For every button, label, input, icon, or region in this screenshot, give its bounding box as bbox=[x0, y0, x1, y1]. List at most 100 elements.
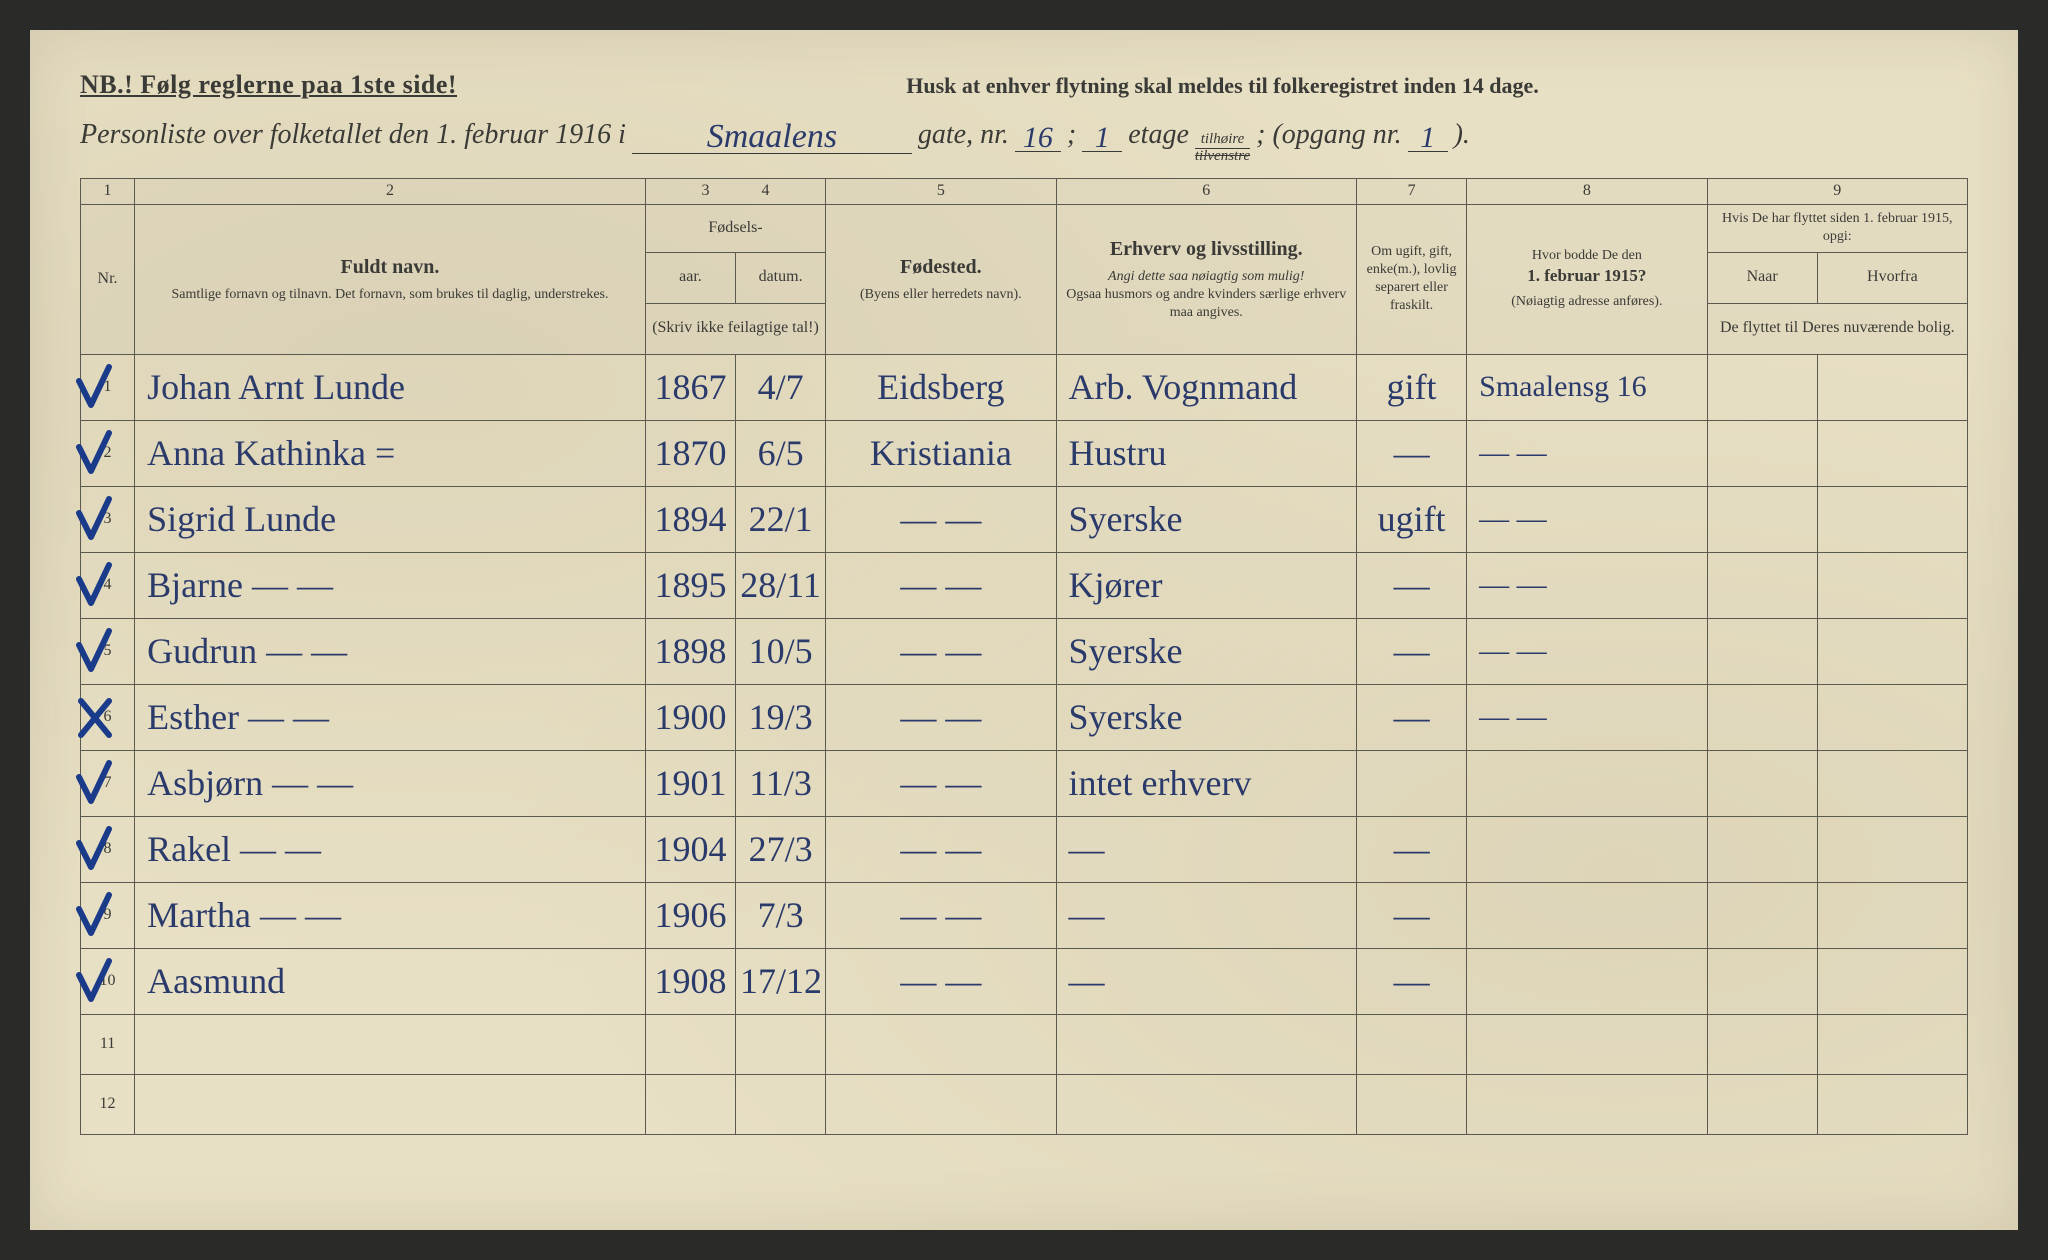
cell-address: — — bbox=[1467, 420, 1707, 486]
head-moved: Hvis De har flyttet siden 1. februar 191… bbox=[1707, 204, 1967, 252]
cell-when bbox=[1707, 684, 1817, 750]
cell-date: 6/5 bbox=[736, 420, 826, 486]
cell-birthplace: — — bbox=[826, 618, 1056, 684]
table-row: 9Martha — —19067/3— ——— bbox=[81, 882, 1968, 948]
cell-date: 11/3 bbox=[736, 750, 826, 816]
cell-from bbox=[1817, 1014, 1967, 1074]
cell-birthplace: — — bbox=[826, 948, 1056, 1014]
head-year-note: (Skriv ikke feilagtige tal!) bbox=[645, 303, 825, 354]
cell-address: Smaalensg 16 bbox=[1467, 354, 1707, 420]
checkmark-icon bbox=[75, 825, 115, 875]
side-label: tilhøire tilvenstre bbox=[1195, 132, 1250, 164]
checkmark-icon bbox=[75, 363, 115, 413]
cell-when bbox=[1707, 618, 1817, 684]
table-body: 1Johan Arnt Lunde18674/7EidsbergArb. Vog… bbox=[81, 354, 1968, 1134]
opgang-label: ; (opgang nr. bbox=[1256, 119, 1401, 151]
head-name: Fuldt navn. Samtlige fornavn og tilnavn.… bbox=[135, 204, 646, 354]
cell-nr: 7 bbox=[81, 750, 135, 816]
cell-occupation: Hustru bbox=[1056, 420, 1356, 486]
cell-from bbox=[1817, 618, 1967, 684]
checkmark-icon bbox=[75, 495, 115, 545]
cell-when bbox=[1707, 750, 1817, 816]
cell-nr: 2 bbox=[81, 420, 135, 486]
cell-marital: gift bbox=[1356, 354, 1466, 420]
colnum-5: 5 bbox=[826, 179, 1056, 205]
table-row: 12 bbox=[81, 1074, 1968, 1134]
cell-date: 10/5 bbox=[736, 618, 826, 684]
cell-occupation: intet erhverv bbox=[1056, 750, 1356, 816]
cell-name: Gudrun — — bbox=[135, 618, 646, 684]
cell-birthplace: — — bbox=[826, 816, 1056, 882]
cell-date bbox=[736, 1014, 826, 1074]
checkmark-icon bbox=[75, 627, 115, 677]
checkmark-icon bbox=[75, 957, 115, 1007]
cell-marital bbox=[1356, 1074, 1466, 1134]
checkmark-icon bbox=[75, 429, 115, 479]
cell-birthplace: — — bbox=[826, 750, 1056, 816]
head-marital: Om ugift, gift, enke(m.), lovlig separer… bbox=[1356, 204, 1466, 354]
cell-from bbox=[1817, 420, 1967, 486]
head-year: aar. bbox=[645, 252, 735, 303]
cell-when bbox=[1707, 816, 1817, 882]
checkmark-icon bbox=[75, 561, 115, 611]
cell-name: Aasmund bbox=[135, 948, 646, 1014]
cell-year: 1867 bbox=[645, 354, 735, 420]
nb-warning: NB.! Følg reglerne paa 1ste side! bbox=[80, 70, 457, 100]
header-line-1: NB.! Følg reglerne paa 1ste side! Husk a… bbox=[80, 70, 1968, 100]
cell-nr: 8 bbox=[81, 816, 135, 882]
cell-nr: 9 bbox=[81, 882, 135, 948]
main-header-row: Nr. Fuldt navn. Samtlige fornavn og tiln… bbox=[81, 204, 1968, 252]
cell-occupation: Syerske bbox=[1056, 684, 1356, 750]
cell-marital bbox=[1356, 1014, 1466, 1074]
head-birthplace: Fødested. (Byens eller herredets navn). bbox=[826, 204, 1056, 354]
cell-marital: ugift bbox=[1356, 486, 1466, 552]
cell-name: Rakel — — bbox=[135, 816, 646, 882]
cell-when bbox=[1707, 1014, 1817, 1074]
column-number-row: 1 2 3 4 5 6 7 8 9 bbox=[81, 179, 1968, 205]
cell-when bbox=[1707, 948, 1817, 1014]
cell-address: — — bbox=[1467, 618, 1707, 684]
cell-marital: — bbox=[1356, 684, 1466, 750]
cell-year: 1906 bbox=[645, 882, 735, 948]
head-date: datum. bbox=[736, 252, 826, 303]
cell-marital: — bbox=[1356, 552, 1466, 618]
cell-date: 19/3 bbox=[736, 684, 826, 750]
header-line-2: Personliste over folketallet den 1. febr… bbox=[80, 118, 1968, 164]
checkmark-icon bbox=[75, 693, 115, 743]
cell-occupation: — bbox=[1056, 816, 1356, 882]
cell-address bbox=[1467, 1014, 1707, 1074]
cell-marital bbox=[1356, 750, 1466, 816]
table-row: 3Sigrid Lunde189422/1— —Syerskeugift— — bbox=[81, 486, 1968, 552]
cell-from bbox=[1817, 882, 1967, 948]
cell-year: 1900 bbox=[645, 684, 735, 750]
checkmark-icon bbox=[75, 759, 115, 809]
cell-name bbox=[135, 1014, 646, 1074]
head-from: Hvorfra bbox=[1817, 252, 1967, 303]
colnum-8: 8 bbox=[1467, 179, 1707, 205]
cell-nr: 3 bbox=[81, 486, 135, 552]
cell-name: Martha — — bbox=[135, 882, 646, 948]
cell-occupation: Arb. Vognmand bbox=[1056, 354, 1356, 420]
cell-from bbox=[1817, 750, 1967, 816]
cell-name: Esther — — bbox=[135, 684, 646, 750]
cell-nr: 6 bbox=[81, 684, 135, 750]
cell-occupation: Kjører bbox=[1056, 552, 1356, 618]
cell-when bbox=[1707, 1074, 1817, 1134]
colnum-3-4: 3 4 bbox=[645, 179, 825, 205]
cell-birthplace: Kristiania bbox=[826, 420, 1056, 486]
head-moved-note: De flyttet til Deres nuværende bolig. bbox=[1707, 303, 1967, 354]
cell-year bbox=[645, 1074, 735, 1134]
cell-name: Asbjørn — — bbox=[135, 750, 646, 816]
cell-occupation bbox=[1056, 1014, 1356, 1074]
cell-when bbox=[1707, 882, 1817, 948]
table-row: 2Anna Kathinka =18706/5KristianiaHustru—… bbox=[81, 420, 1968, 486]
cell-birthplace: — — bbox=[826, 552, 1056, 618]
cell-address bbox=[1467, 948, 1707, 1014]
cell-occupation bbox=[1056, 1074, 1356, 1134]
colnum-2: 2 bbox=[135, 179, 646, 205]
table-row: 6Esther — —190019/3— —Syerske—— — bbox=[81, 684, 1968, 750]
cell-birthplace: Eidsberg bbox=[826, 354, 1056, 420]
head-fodsels: Fødsels- bbox=[645, 204, 825, 252]
cell-from bbox=[1817, 552, 1967, 618]
head-occupation: Erhverv og livsstilling. Angi dette saa … bbox=[1056, 204, 1356, 354]
